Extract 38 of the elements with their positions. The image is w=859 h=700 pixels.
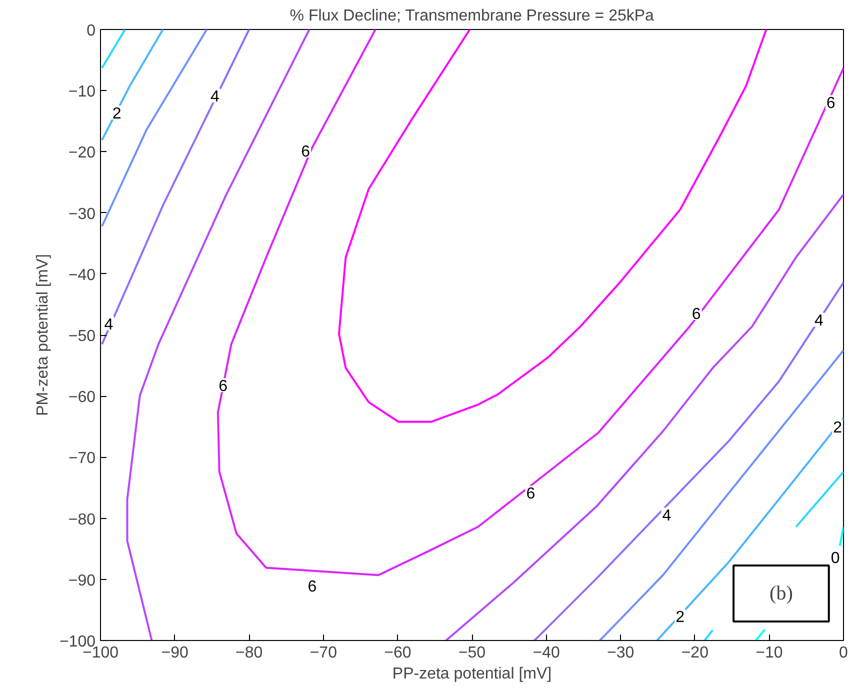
x-tick-label: 0	[839, 644, 848, 662]
x-tick-label: −30	[607, 644, 634, 662]
annotation: 2	[112, 106, 122, 123]
annotation: 2	[676, 609, 685, 626]
chart-title: % Flux Decline; Transmembrane Pressure = 25kPa	[290, 8, 654, 24]
y-tick-label: −20	[68, 144, 96, 162]
annotation: 4	[104, 316, 114, 334]
x-tick-label: −50	[458, 644, 486, 662]
annotation: 6	[308, 578, 317, 596]
y-tick-label: 0	[86, 22, 96, 40]
y-tick-label: −60	[68, 389, 96, 406]
annotation: 6	[526, 486, 536, 503]
y-axis-title: PM-zeta potential [mV]	[34, 254, 52, 416]
x-tick-label: −20	[681, 644, 709, 662]
annotation: 0	[830, 550, 840, 567]
y-tick-label: −50	[68, 328, 96, 345]
annotation: (b)	[770, 582, 793, 605]
y-tick-label: −80	[68, 511, 96, 528]
y-tick-label: −90	[68, 572, 96, 590]
annotation: 6	[301, 143, 310, 160]
x-tick-label: −70	[310, 644, 338, 662]
y-tick-label: −30	[68, 206, 96, 223]
annotation: 6	[218, 378, 228, 396]
annotation: 4	[210, 88, 220, 106]
y-tick-label: −40	[68, 266, 96, 284]
annotation: 6	[692, 306, 701, 324]
annotation: 4	[814, 312, 824, 330]
annotation: 2	[833, 420, 842, 437]
x-tick-label: −10	[756, 644, 783, 662]
x-tick-label: −40	[532, 644, 560, 662]
annotation: 4	[662, 508, 672, 525]
annotation: 6	[826, 95, 836, 112]
x-tick-label: −80	[236, 644, 263, 662]
y-tick-label: −70	[68, 450, 96, 468]
y-tick-label: −10	[68, 84, 96, 101]
x-tick-label: −60	[384, 644, 412, 662]
x-tick-label: −90	[161, 644, 188, 662]
x-axis-title: PP-zeta potential [mV]	[392, 666, 552, 682]
